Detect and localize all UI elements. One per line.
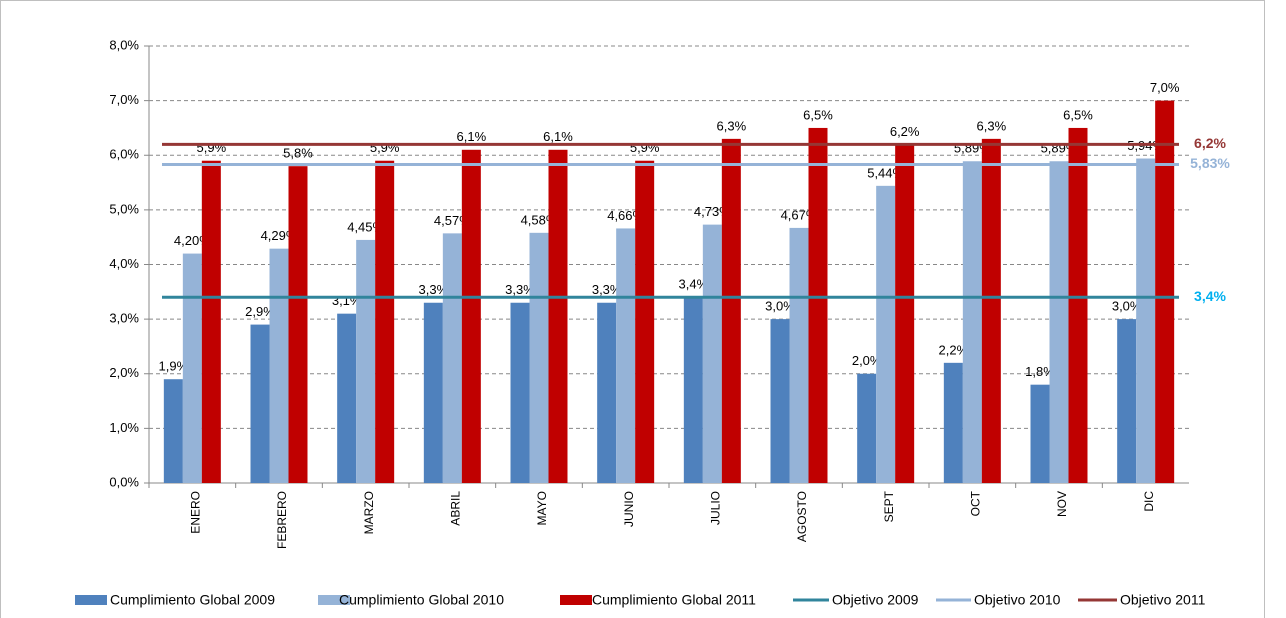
y-tick-label: 4,0%: [109, 256, 139, 271]
bar: [616, 228, 636, 483]
x-tick-label: DIC: [1142, 491, 1156, 512]
data-label: 6,1%: [457, 129, 487, 144]
bar: [182, 253, 202, 483]
reference-label: 6,2%: [1194, 135, 1226, 151]
x-tick-label: OCT: [969, 490, 983, 516]
data-label: 3,3%: [419, 282, 449, 297]
data-label: 1,9%: [159, 359, 189, 374]
bar: [808, 127, 828, 483]
x-tick-label: JULIO: [709, 491, 723, 525]
data-label: 5,9%: [630, 140, 660, 155]
bar: [510, 302, 530, 483]
data-label: 6,3%: [977, 118, 1007, 133]
legend-swatch: [318, 595, 350, 605]
legend-label: Objetivo 2009: [832, 592, 919, 608]
bar: [683, 297, 703, 483]
bar: [1049, 161, 1069, 484]
data-label: 2,9%: [245, 304, 275, 319]
bar: [1117, 319, 1137, 483]
y-tick-label: 5,0%: [109, 201, 139, 216]
bar: [375, 160, 395, 483]
bar: [1068, 127, 1088, 483]
data-label: 5,9%: [197, 140, 227, 155]
data-label: 2,2%: [939, 342, 969, 357]
legend-label: Objetivo 2011: [1120, 592, 1206, 608]
data-label: 7,0%: [1150, 80, 1180, 95]
y-tick-label: 6,0%: [109, 147, 139, 162]
bar: [702, 224, 722, 483]
y-tick-label: 7,0%: [109, 92, 139, 107]
legend-label: Cumplimiento Global 2010: [339, 592, 504, 608]
legend-label: Objetivo 2010: [974, 592, 1061, 608]
y-tick-label: 0,0%: [109, 474, 139, 489]
legend-label: Cumplimiento Global 2009: [110, 592, 275, 608]
x-tick-label: AGOSTO: [795, 491, 809, 542]
data-label: 6,5%: [803, 107, 833, 122]
reference-label: 3,4%: [1194, 288, 1226, 304]
bar: [548, 149, 568, 483]
data-label: 3,0%: [765, 299, 795, 314]
bar: [876, 185, 896, 483]
bar: [895, 144, 915, 483]
bar: [461, 149, 481, 483]
x-tick-label: MARZO: [362, 491, 376, 534]
bar: [442, 233, 462, 483]
bar: [721, 138, 741, 484]
data-label: 5,9%: [370, 140, 400, 155]
y-tick-label: 8,0%: [109, 37, 139, 52]
bar: [163, 379, 183, 483]
bar: [337, 313, 357, 483]
y-tick-label: 2,0%: [109, 365, 139, 380]
x-tick-label: SEPT: [882, 490, 896, 522]
bar: [529, 232, 549, 483]
x-tick-label: JUNIO: [622, 491, 636, 527]
data-label: 6,5%: [1063, 107, 1093, 122]
bar: [250, 324, 270, 483]
x-tick-label: FEBRERO: [275, 491, 289, 549]
bar: [770, 319, 790, 483]
data-label: 6,2%: [890, 124, 920, 139]
bar: [857, 373, 877, 483]
bar: [356, 239, 376, 483]
legend-label: Cumplimiento Global 2011: [592, 592, 756, 608]
bar: [981, 138, 1001, 484]
bar: [943, 362, 963, 483]
bar: [635, 160, 655, 483]
bar: [1155, 100, 1175, 483]
data-label: 3,3%: [505, 282, 535, 297]
legend-swatch: [560, 595, 592, 605]
y-tick-label: 1,0%: [109, 420, 139, 435]
bar: [288, 166, 308, 484]
bar: [201, 160, 221, 483]
legend-swatch: [75, 595, 107, 605]
bar: [423, 302, 443, 483]
bar: [597, 302, 617, 483]
data-label: 1,8%: [1025, 364, 1055, 379]
bar: [1030, 384, 1050, 483]
data-label: 6,1%: [543, 129, 573, 144]
bar: [789, 227, 809, 483]
data-label: 3,3%: [592, 282, 622, 297]
data-label: 2,0%: [852, 353, 882, 368]
x-tick-label: MAYO: [535, 491, 549, 525]
reference-label: 5,83%: [1190, 155, 1230, 171]
x-tick-label: NOV: [1055, 491, 1069, 517]
data-label: 3,0%: [1112, 299, 1142, 314]
x-tick-label: ENERO: [189, 491, 203, 534]
y-tick-label: 3,0%: [109, 311, 139, 326]
bar: [269, 248, 289, 483]
x-tick-label: ABRIL: [449, 491, 463, 526]
data-label: 3,4%: [679, 277, 709, 292]
data-label: 5,8%: [283, 146, 313, 161]
data-label: 6,3%: [717, 118, 747, 133]
bar: [1136, 158, 1156, 483]
bar: [962, 161, 982, 484]
